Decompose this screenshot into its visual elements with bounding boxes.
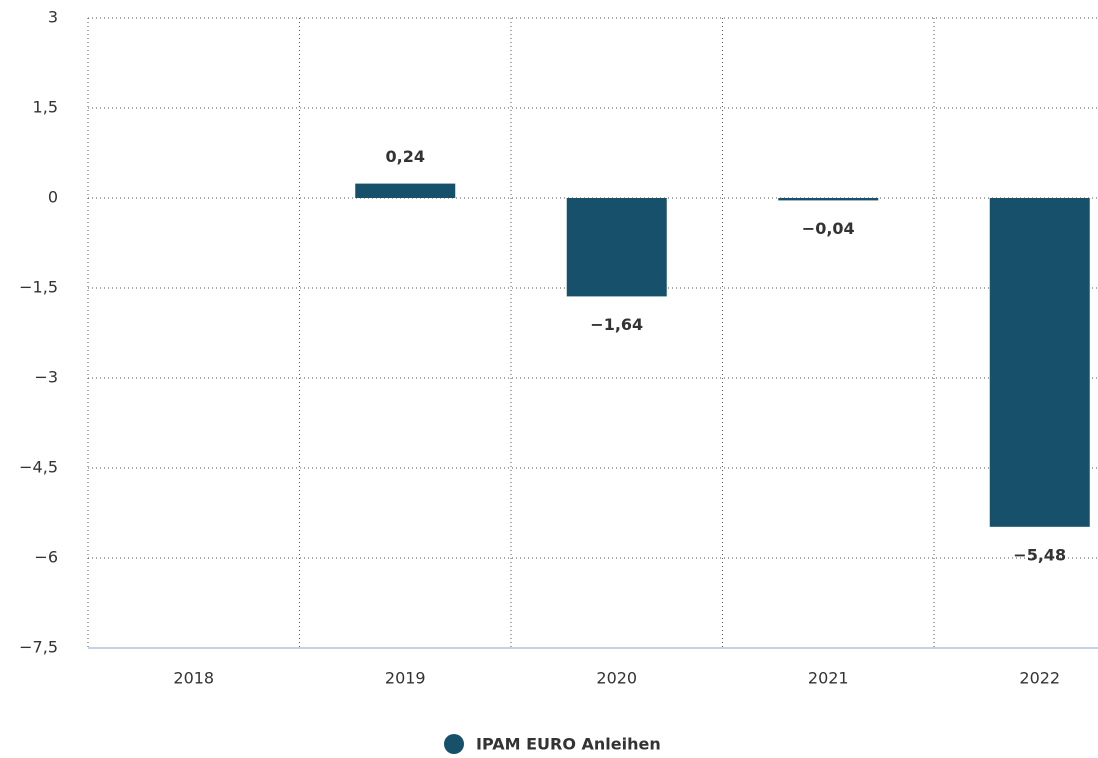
- bar: [989, 198, 1090, 527]
- data-label: −5,48: [1013, 545, 1066, 564]
- data-label: −0,04: [802, 219, 855, 238]
- bar: [355, 183, 456, 198]
- bar: [778, 198, 879, 201]
- legend-marker: [444, 734, 464, 754]
- y-tick-label: 0: [48, 188, 58, 207]
- y-tick-label: 3: [48, 8, 58, 27]
- data-label: 0,24: [386, 147, 425, 166]
- y-tick-label: −4,5: [19, 458, 58, 477]
- x-tick-label: 2022: [1019, 669, 1060, 688]
- bar: [566, 198, 667, 297]
- y-tick-label: −1,5: [19, 278, 58, 297]
- legend-label: IPAM EURO Anleihen: [476, 735, 661, 754]
- x-tick-label: 2021: [808, 669, 849, 688]
- data-label: −1,64: [590, 315, 643, 334]
- y-tick-label: 1,5: [33, 98, 58, 117]
- x-tick-label: 2019: [385, 669, 426, 688]
- x-tick-label: 2020: [596, 669, 637, 688]
- x-tick-label: 2018: [173, 669, 214, 688]
- y-tick-label: −7,5: [19, 638, 58, 657]
- y-tick-label: −3: [34, 368, 58, 387]
- y-tick-label: −6: [34, 548, 58, 567]
